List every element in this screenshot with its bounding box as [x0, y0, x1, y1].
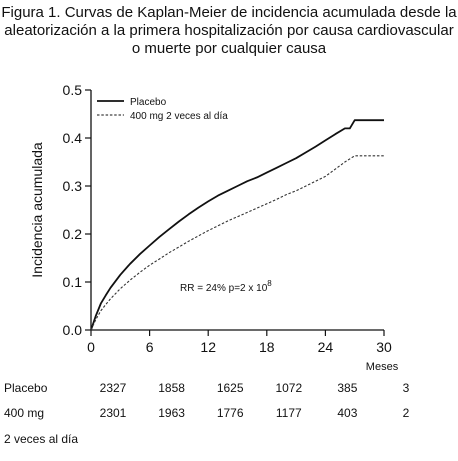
risk-table-cell: 2327: [99, 381, 127, 395]
placebo-series-line: [90, 119, 384, 331]
figure-title: Figura 1. Curvas de Kaplan-Meier de inci…: [0, 4, 458, 58]
risk-table-cell: 1625: [216, 381, 244, 395]
risk-table-row-label: 400 mg: [4, 406, 45, 420]
y-tick-label: 0.1: [63, 274, 83, 290]
x-axis-label: Meses: [366, 361, 399, 373]
x-tick-label: 30: [376, 339, 392, 355]
y-tick-label: 0.0: [63, 322, 83, 338]
risk-table-cell: 1072: [275, 381, 303, 395]
y-tick-label: 0.2: [63, 226, 83, 242]
risk-table-cell: 2301: [99, 406, 127, 420]
risk-table-cell: 1776: [216, 406, 244, 420]
legend: Placebo 400 mg 2 veces al día: [97, 97, 228, 122]
annotations: RR = 24% p=2 x 108: [180, 279, 272, 294]
y-tick-label: 0.5: [63, 82, 83, 98]
risk-table-cell: 1963: [158, 406, 185, 420]
risk-table-row-label: Placebo: [4, 381, 48, 395]
x-tick-label: 12: [200, 339, 216, 355]
y-axis-label: Incidencia acumulada: [29, 142, 45, 278]
x-tick-label: 0: [87, 339, 95, 355]
risk-table-cell: 3: [402, 381, 410, 395]
x-tick-label: 24: [318, 339, 334, 355]
axes: 0.0 0.1 0.2 0.3 0.4 0.5 0 6 12 18 24 30 Meses Inciden…: [29, 82, 399, 373]
kaplan-meier-chart: 0.0 0.1 0.2 0.3 0.4 0.5 0 6 12 18 24 30 Meses Inciden…: [29, 82, 399, 373]
x-tick-label: 6: [146, 339, 154, 355]
risk-table-cell: 1177: [275, 406, 302, 420]
annotation-superscript: 8: [267, 279, 272, 288]
risk-table-cell: 385: [337, 381, 358, 395]
title-line: Figura 1. Curvas de Kaplan-Meier de inci…: [1, 4, 457, 21]
legend-label-placebo: Placebo: [130, 97, 167, 108]
treatment-series-line: [90, 155, 384, 331]
y-tick-label: 0.4: [63, 130, 83, 146]
y-tick-label: 0.3: [63, 178, 83, 194]
title-line: aleatorización a la primera hospitalizac…: [4, 22, 454, 39]
hazard-ratio-annotation: RR = 24% p=2 x 108: [180, 279, 272, 294]
risk-table-footnote: 2 veces al día: [4, 432, 79, 446]
risk-table-cell: 2: [402, 406, 410, 420]
legend-label-treatment: 400 mg 2 veces al día: [130, 111, 228, 122]
series-lines: [90, 119, 384, 331]
title-line: o muerte por cualquier causa: [131, 40, 327, 57]
risk-table-cell: 403: [337, 406, 358, 420]
risk-table-cell: 1858: [158, 381, 185, 395]
x-tick-label: 18: [259, 339, 275, 355]
